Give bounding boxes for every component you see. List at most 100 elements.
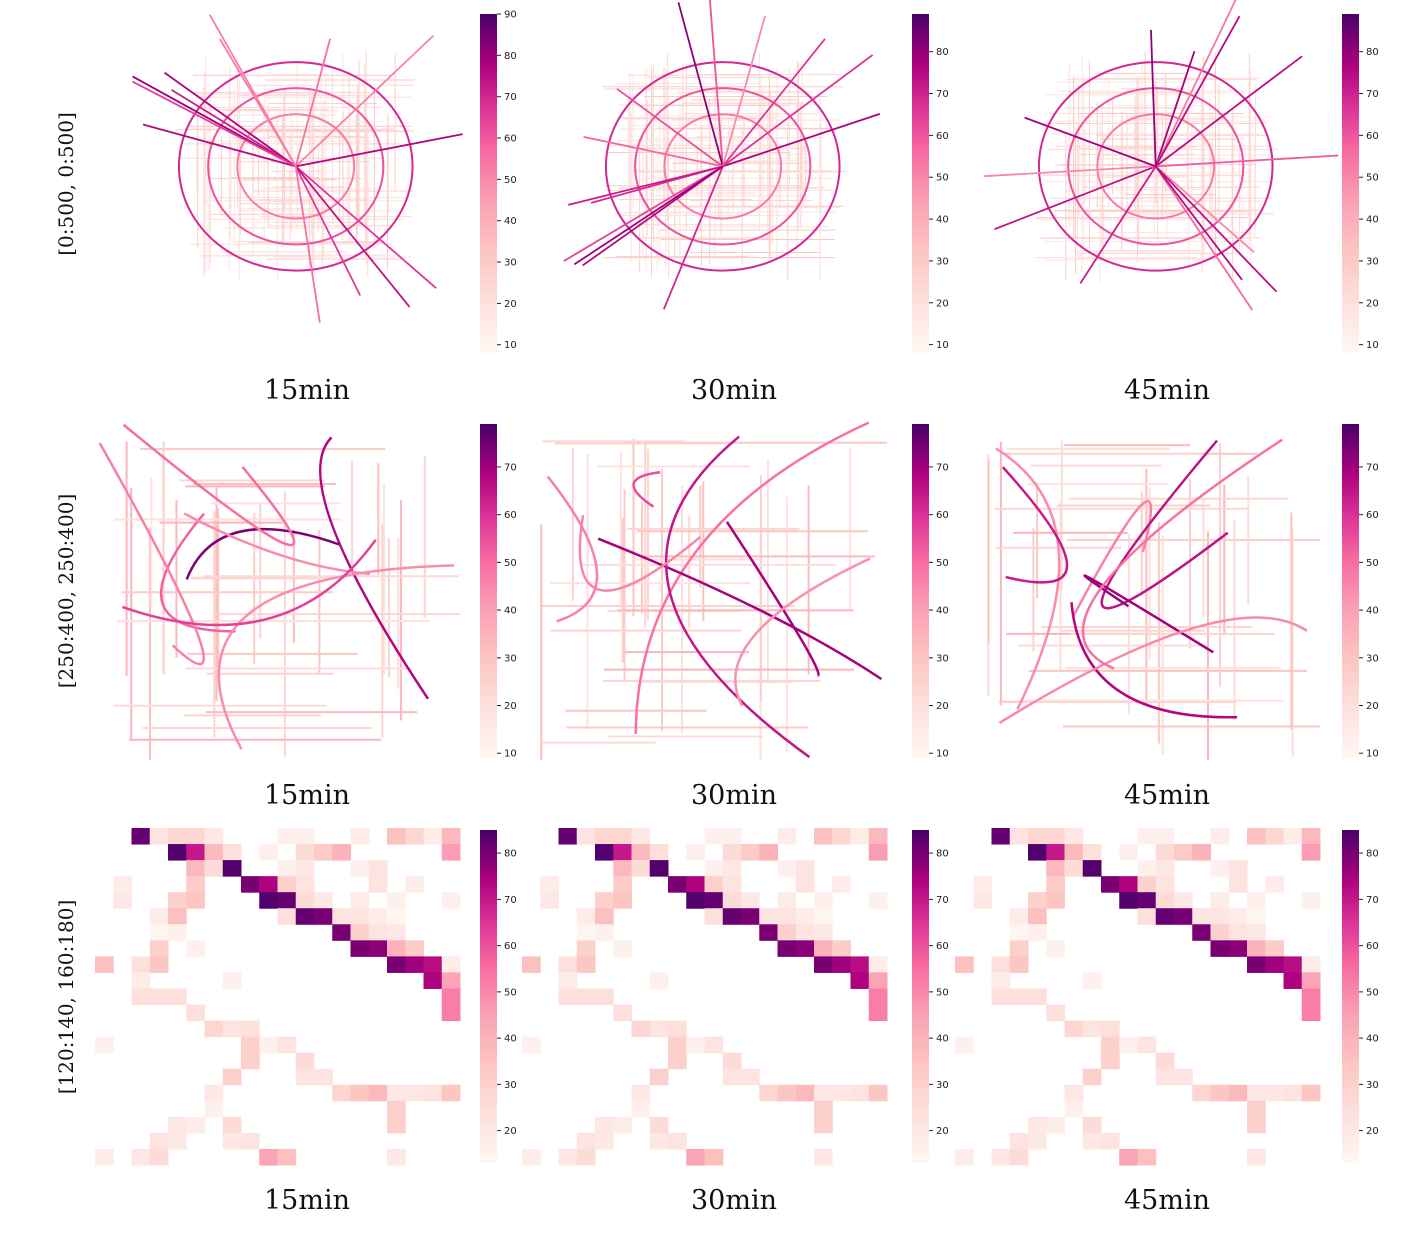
- panel-caption: 45min: [1124, 780, 1210, 811]
- heatmap-cell: [1210, 860, 1230, 877]
- highway: [1154, 0, 1237, 167]
- heatmap-cell: [387, 924, 406, 941]
- panel-caption: 45min: [1124, 375, 1210, 406]
- highway: [563, 165, 724, 262]
- heatmap-cell: [704, 876, 724, 893]
- heatmap-cell: [1228, 876, 1248, 893]
- heatmap-cell: [1009, 956, 1029, 973]
- colorbar-tick-label: 20: [936, 1126, 949, 1137]
- heatmap-cell: [613, 828, 632, 845]
- heatmap-cell: [1046, 860, 1065, 877]
- heatmap-cell: [168, 908, 187, 925]
- heatmap-cell: [149, 828, 169, 845]
- heatmap-cell: [595, 1116, 614, 1134]
- heatmap-cell: [168, 1132, 187, 1150]
- heatmap-cell: [1046, 828, 1065, 845]
- colorbar-tick-label: 10: [936, 340, 949, 351]
- heatmap-cell: [295, 892, 315, 909]
- heatmap-cell: [649, 1020, 669, 1038]
- heatmap-cell: [1082, 972, 1102, 989]
- heatmap-cell: [704, 1148, 724, 1166]
- heatmap-cell: [1082, 860, 1102, 877]
- heatmap-cell: [1265, 1084, 1284, 1102]
- panel-caption: 15min: [264, 375, 350, 406]
- heatmap-cell: [1101, 1052, 1120, 1070]
- colorbar-tick-label: 50: [936, 558, 949, 569]
- arterial-road: [1070, 602, 1238, 719]
- heatmap-cell: [795, 876, 815, 893]
- colorbar-tick-label: 10: [1366, 340, 1379, 351]
- heatmap-cell: [1137, 828, 1157, 845]
- heatmap-cell: [668, 1036, 687, 1054]
- heatmap-cell: [387, 908, 406, 925]
- heatmap-cell: [1210, 908, 1230, 925]
- colorbar: [1342, 14, 1359, 353]
- colorbar-tick-label: 10: [504, 749, 517, 760]
- arterial-road: [1100, 439, 1229, 610]
- heatmap-cell: [186, 940, 205, 957]
- heatmap-cell: [1155, 892, 1175, 909]
- heatmap-cell: [649, 860, 669, 877]
- heatmap-cell: [595, 908, 614, 925]
- heatmap-cell: [387, 1084, 406, 1102]
- heatmap-cell: [314, 1068, 333, 1086]
- heatmap-cell: [1210, 940, 1230, 957]
- highway: [295, 34, 435, 168]
- heatmap-cell: [1064, 1020, 1084, 1038]
- arterial-road: [664, 435, 811, 759]
- heatmap-cell: [241, 1036, 260, 1054]
- heatmap-cell: [832, 940, 851, 957]
- heatmap-cell: [1046, 876, 1065, 893]
- heatmap-cell: [405, 876, 424, 893]
- heatmap-cell: [1046, 844, 1065, 861]
- heatmap-cell: [1301, 988, 1321, 1006]
- heatmap-cell: [540, 892, 559, 909]
- arterial-road: [159, 512, 236, 633]
- heatmap-cell: [1228, 924, 1248, 941]
- highway: [582, 165, 724, 267]
- colorbar-tick-label: 30: [936, 653, 949, 664]
- heatmap-cell: [241, 1020, 260, 1038]
- heatmap-cell: [1064, 828, 1084, 845]
- highway: [709, 0, 724, 167]
- highway: [722, 113, 881, 168]
- heatmap-cell: [631, 844, 651, 861]
- heatmap-cell: [649, 1132, 669, 1150]
- heatmap-cell: [1301, 1084, 1321, 1102]
- heatmap-cell: [850, 828, 870, 845]
- heatmap-cell: [259, 892, 278, 909]
- colorbar-tick-label: 80: [936, 47, 949, 58]
- heatmap-cell: [168, 988, 187, 1006]
- heatmap-cell: [1082, 844, 1102, 861]
- heatmap-cell: [868, 892, 888, 909]
- colorbar-tick-label: 40: [1366, 215, 1379, 226]
- heatmap-cell: [1119, 892, 1138, 909]
- colorbar-tick-label: 20: [504, 1126, 517, 1137]
- heatmap-cell: [277, 1036, 297, 1054]
- heatmap-cell: [1265, 940, 1284, 957]
- heatmap-cell: [868, 1004, 888, 1022]
- highway: [662, 166, 724, 310]
- heatmap-cell: [777, 892, 797, 909]
- colorbar-tick-label: 50: [1366, 987, 1379, 998]
- heatmap-cell: [1046, 1004, 1065, 1022]
- heatmap-cell: [649, 1068, 669, 1086]
- ring-road: [604, 61, 841, 272]
- heatmap-cell: [1192, 1084, 1211, 1102]
- heatmap-cell: [686, 876, 705, 893]
- panel-r1-c2: 10 20 30 40 50 60 70: [987, 424, 1379, 760]
- heatmap-cell: [423, 828, 443, 845]
- heatmap-cell: [595, 828, 614, 845]
- heatmap-cell: [1101, 876, 1120, 893]
- heatmap-cell: [1247, 1116, 1266, 1134]
- heatmap-cell: [759, 924, 778, 941]
- highway: [1155, 165, 1243, 281]
- arterial-road: [734, 557, 871, 707]
- heatmap-cell: [204, 1100, 224, 1118]
- heatmap-cell: [1174, 908, 1193, 925]
- heatmap-cell: [350, 1084, 370, 1102]
- highway: [295, 165, 411, 308]
- heatmap-cell: [595, 988, 614, 1006]
- heatmap-cell: [387, 1148, 406, 1166]
- arterial-road: [632, 471, 661, 508]
